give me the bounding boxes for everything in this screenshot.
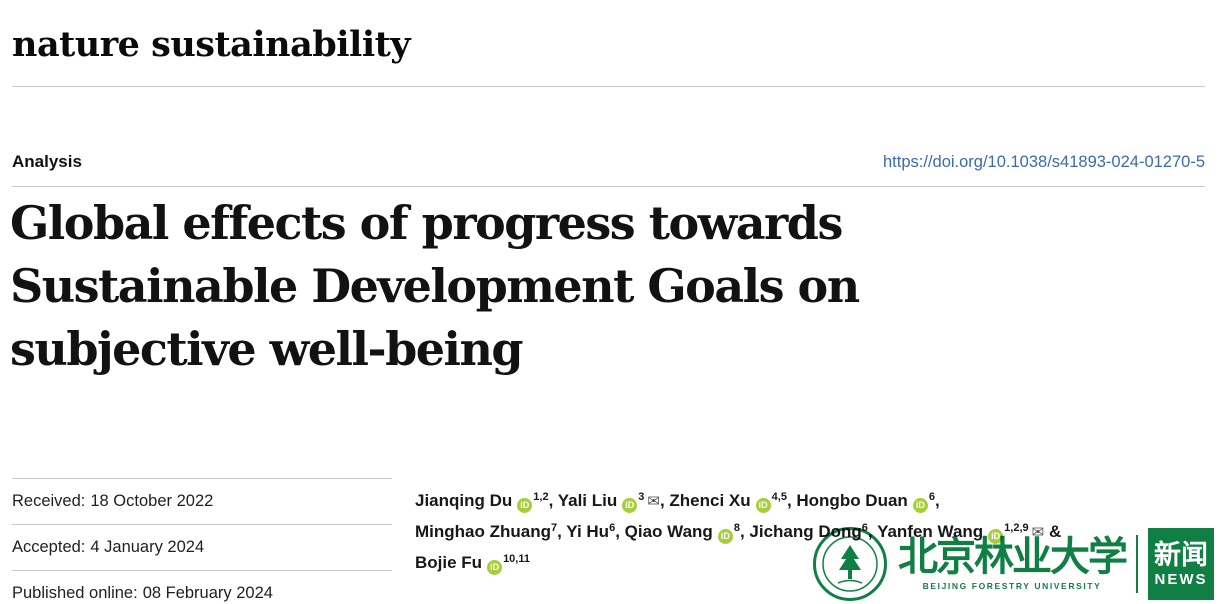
article-meta-row: Analysis https://doi.org/10.1038/s41893-…	[12, 152, 1205, 172]
university-name-zh: 北京林业大学	[898, 533, 1128, 580]
doi-link[interactable]: https://doi.org/10.1038/s41893-024-01270…	[883, 153, 1205, 171]
article-title-line: subjective well-being	[10, 322, 524, 376]
author-list: Jianqing Du iD1,2, Yali Liu iD3 ✉, Zhenci X…	[415, 486, 1215, 578]
orcid-icon[interactable]: iD	[755, 498, 771, 513]
author-name: Qiao Wang	[624, 522, 713, 541]
affiliation-superscript: 10,11	[503, 553, 530, 565]
author-name: Minghao Zhuang	[415, 522, 551, 541]
date-label: Accepted:	[12, 538, 86, 556]
affiliation-superscript: 4,5	[771, 491, 787, 503]
orcid-icon[interactable]: iD	[622, 498, 638, 513]
orcid-icon[interactable]: iD	[988, 529, 1004, 544]
date-value: 18 October 2022	[90, 492, 214, 510]
author-name: Jichang Dong	[749, 522, 862, 541]
affiliation-superscript: 6	[928, 491, 935, 503]
affiliation-superscript: 6	[861, 522, 868, 534]
author-name: Bojie Fu	[415, 553, 483, 572]
article-title-line: Sustainable Development Goals on	[10, 259, 860, 313]
affiliation-superscript: 7	[550, 522, 558, 534]
article-type-label: Analysis	[12, 152, 82, 171]
dates-panel: Received: 18 October 2022 Accepted: 4 Janu…	[12, 478, 392, 604]
affiliation-superscript: 8	[733, 522, 740, 534]
journal-wordmark: nature sustainability	[12, 24, 411, 65]
news-label-zh: 新闻	[1154, 539, 1208, 570]
news-badge: 新闻 NEWS	[1148, 528, 1214, 600]
news-label-en: NEWS	[1154, 570, 1208, 588]
date-label: Published online:	[12, 584, 138, 602]
email-icon[interactable]: ✉	[647, 493, 660, 510]
orcid-icon[interactable]: iD	[717, 529, 733, 544]
date-row-received: Received: 18 October 2022	[12, 478, 392, 524]
author-name: Hongbo Duan	[796, 491, 908, 510]
date-row-accepted: Accepted: 4 January 2024	[12, 524, 392, 570]
date-value: 4 January 2024	[90, 538, 205, 556]
author-name: Yali Liu	[557, 491, 618, 510]
orcid-icon[interactable]: iD	[912, 498, 928, 513]
affiliation-superscript: 3	[638, 491, 645, 503]
date-value: 08 February 2024	[142, 584, 273, 602]
author-name: Yanfen Wang	[877, 522, 984, 541]
news-watermark: 北京林业大学 BEIJING FORESTRY UNIVERSITY 新闻 NE…	[812, 526, 1214, 602]
watermark-divider	[1136, 535, 1138, 593]
orcid-icon[interactable]: iD	[517, 498, 533, 513]
author-name: Jianqing Du	[415, 491, 513, 510]
university-name-en: BEIJING FORESTRY UNIVERSITY	[922, 581, 1102, 591]
orcid-icon[interactable]: iD	[487, 560, 503, 575]
horizontal-rule	[12, 186, 1205, 187]
author-name: Zhenci Xu	[669, 491, 751, 510]
article-title-line: Global effects of progress towards	[10, 196, 843, 250]
horizontal-rule	[12, 86, 1205, 87]
author-name: Yi Hu	[566, 522, 610, 541]
affiliation-superscript: 6	[609, 522, 616, 534]
affiliation-superscript: 1,2	[533, 491, 549, 503]
email-icon[interactable]: ✉	[1031, 524, 1045, 541]
date-row-published: Published online: 08 February 2024	[12, 570, 392, 604]
university-name-block: 北京林业大学 BEIJING FORESTRY UNIVERSITY	[898, 533, 1128, 592]
affiliation-superscript: 1,2,9	[1004, 522, 1029, 534]
date-label: Received:	[12, 492, 86, 510]
article-title: Global effects of progress towards Susta…	[10, 192, 1000, 381]
university-seal-icon	[813, 527, 887, 601]
